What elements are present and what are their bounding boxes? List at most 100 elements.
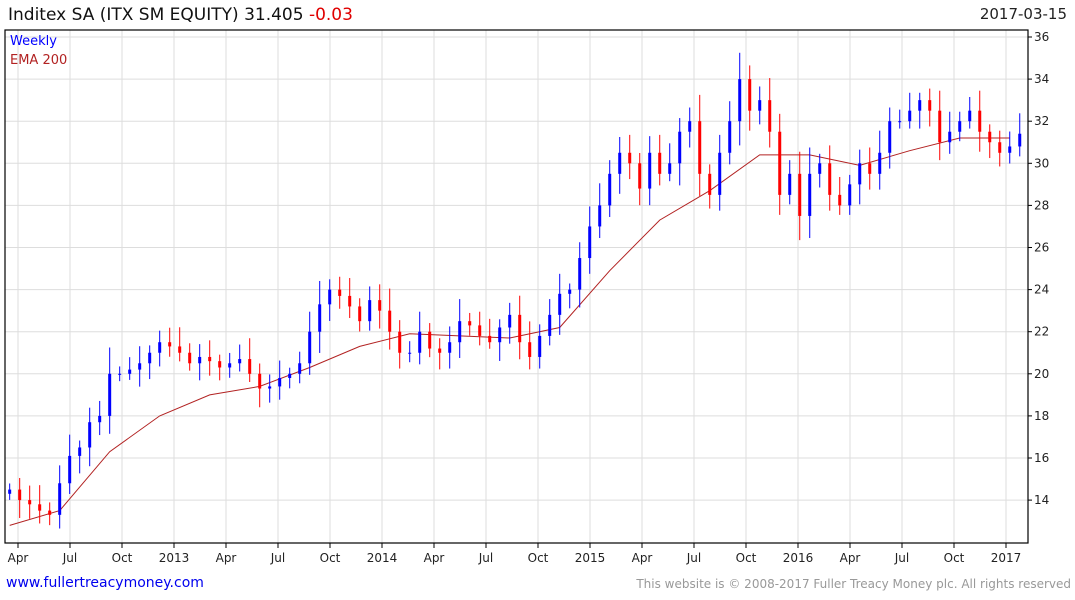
candle-body [58,483,62,515]
candle-body [358,306,362,322]
candle-body [738,79,742,122]
candle-body [658,152,662,174]
candle-body [388,310,392,332]
candle-body [908,110,912,122]
y-tick-label: 16 [1034,451,1049,465]
candle-body [378,300,382,311]
x-tick-label: Oct [112,551,133,565]
candle-body [928,100,932,111]
candle-body [278,378,282,387]
candle-body [948,131,952,143]
candle-body [458,321,462,343]
y-tick-label: 32 [1034,114,1049,128]
chart-title: Inditex SA (ITX SM EQUITY) 31.405 -0.03 [8,5,353,25]
candle-body [588,226,592,259]
candle-body [48,510,52,515]
copyright-text: This website is © 2008-2017 Fuller Treac… [636,577,1071,591]
candle-body [718,152,722,195]
y-tick-label: 22 [1034,325,1049,339]
x-tick-label: Apr [8,551,29,565]
x-tick-label: 2014 [367,551,398,565]
last-price: 31.405 [244,5,304,25]
legend-ema: EMA 200 [10,53,67,68]
candle-body [648,152,652,189]
candle-body [138,363,142,370]
y-tick-label: 28 [1034,198,1049,212]
plot-frame [4,29,1029,544]
candle-body [318,304,322,332]
candle-body [108,373,112,416]
y-tick-label: 14 [1034,493,1049,507]
candle-body [488,335,492,343]
candle-body [228,363,232,368]
candle-body [238,359,242,364]
candle-body [418,331,422,353]
candle-body [128,369,132,374]
candle-body [668,163,672,174]
candle-body [78,447,82,456]
candle-body [568,289,572,294]
chart-date: 2017-03-15 [979,5,1067,23]
candle-body [628,152,632,164]
candle-body [608,173,612,206]
candle-body [68,455,72,484]
x-tick-label: Jul [478,551,493,565]
candle-body [478,325,482,336]
x-tick-label: 2013 [159,551,190,565]
candle-body [218,361,222,368]
candle-body [878,152,882,174]
candle-body [508,314,512,328]
x-tick-label: Apr [840,551,861,565]
candle-body [818,163,822,174]
candle-body [1008,146,1012,153]
x-tick-label: 2016 [783,551,814,565]
candle-body [498,327,502,343]
candle-body [248,359,252,374]
candle-body [798,173,802,216]
candle-body [918,100,922,111]
candle-body [28,500,32,505]
candle-body [348,295,352,307]
y-tick-label: 34 [1034,72,1049,86]
candle-body [788,173,792,195]
candle-body [998,142,1002,153]
x-tick-label: Oct [944,551,965,565]
y-tick-label: 20 [1034,367,1049,381]
candle-body [428,331,432,349]
candle-body [858,163,862,185]
candle-body [848,184,852,206]
website-link[interactable]: www.fullertreacymoney.com [6,575,204,591]
x-tick-label: Oct [320,551,341,565]
candle-body [598,205,602,227]
x-tick-label: Oct [736,551,757,565]
candle-body [888,121,892,153]
candle-body [178,346,182,353]
candle-body [268,386,272,389]
candle-body [968,110,972,122]
x-tick-label: 2017 [991,551,1022,565]
y-tick-label: 18 [1034,409,1049,423]
candle-body [448,342,452,353]
security-name: Inditex SA (ITX SM EQUITY) [8,5,239,25]
candle-body [708,173,712,195]
candle-body [778,131,782,195]
candle-body [978,110,982,132]
candle-body [258,373,262,389]
candle-body [38,504,42,511]
candle-body [308,331,312,364]
x-tick-label: Jul [270,551,285,565]
price-change: -0.03 [308,5,353,25]
candle-body [768,100,772,132]
candle-body [828,163,832,195]
candle-body [528,342,532,357]
candle-body [148,352,152,364]
candle-body [158,342,162,353]
candle-body [748,79,752,111]
candle-body [808,173,812,216]
x-tick-label: 2015 [575,551,606,565]
candle-body [368,300,372,322]
candle-body [18,489,22,501]
candle-body [288,373,292,379]
candle-body [548,314,552,336]
